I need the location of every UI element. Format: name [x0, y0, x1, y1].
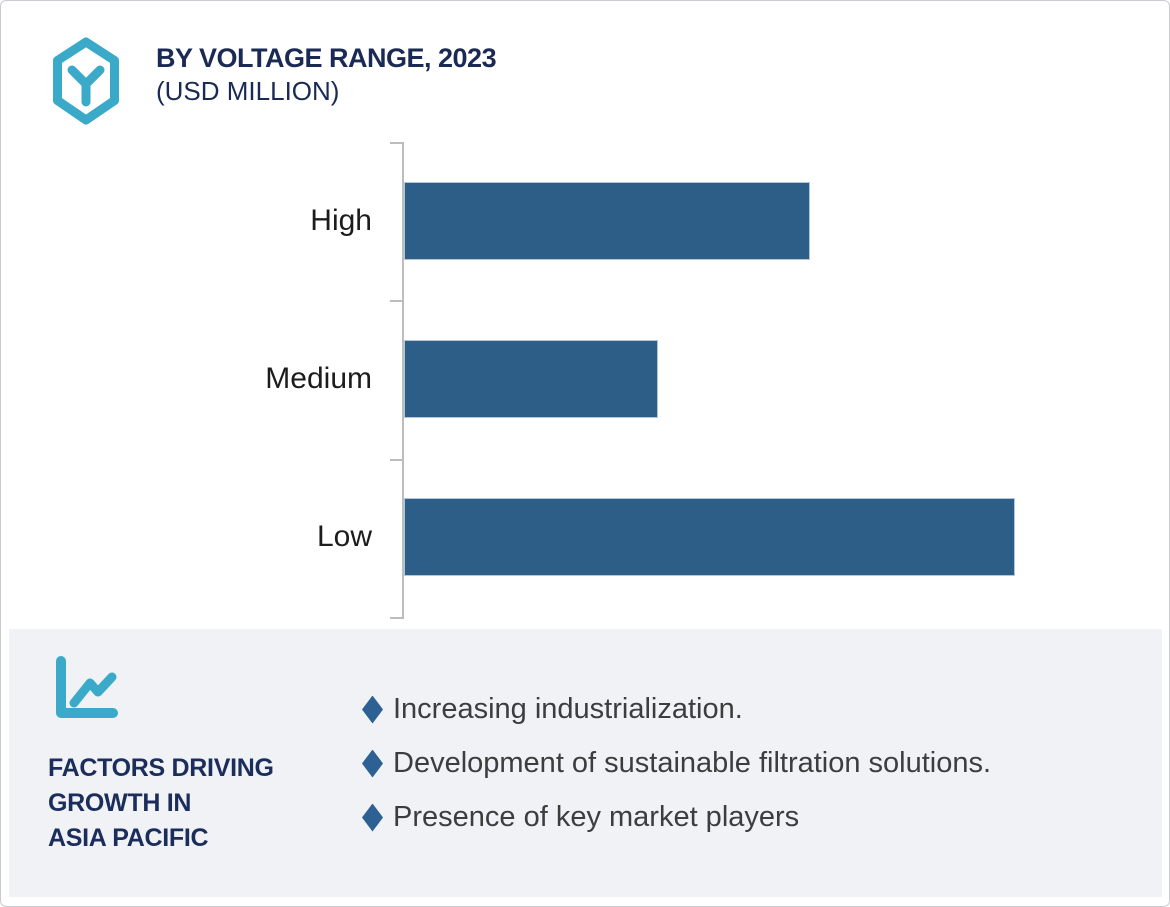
axis-tick	[390, 459, 403, 461]
line-chart-icon	[48, 652, 118, 727]
bar-row-medium: Medium	[231, 300, 1051, 458]
factor-text: Increasing industrialization.	[393, 693, 743, 725]
bar-chart: High Medium Low	[231, 142, 1051, 616]
factors-heading-line: FACTORS DRIVING	[48, 754, 274, 782]
bar-row-high: High	[231, 142, 1051, 300]
factor-text: Presence of key market players	[393, 801, 800, 833]
category-axis-line	[402, 142, 404, 619]
list-item: Increasing industrialization.	[362, 693, 991, 726]
category-label-high: High	[310, 204, 372, 237]
bar-high	[404, 182, 811, 260]
bar-row-low: Low	[231, 458, 1051, 616]
bar-low	[404, 498, 1015, 576]
axis-tick	[390, 142, 403, 144]
bar-medium	[404, 340, 658, 418]
category-label-low: Low	[316, 520, 372, 553]
list-item: Presence of key market players	[362, 801, 991, 834]
category-label-medium: Medium	[265, 362, 372, 395]
diamond-bullet-icon	[362, 695, 383, 724]
factors-heading-line: GROWTH IN	[48, 789, 192, 817]
diamond-bullet-icon	[362, 749, 383, 778]
chart-title-block: BY VOLTAGE RANGE, 2023 (USD MILLION)	[156, 41, 497, 107]
chart-subtitle: (USD MILLION)	[156, 76, 340, 106]
factors-list: Increasing industrialization. Developmen…	[362, 693, 991, 834]
factor-text: Development of sustainable filtration so…	[393, 747, 992, 779]
factors-heading-line: ASIA PACIFIC	[48, 824, 209, 852]
axis-tick	[390, 617, 403, 619]
factors-heading: FACTORS DRIVING GROWTH IN ASIA PACIFIC	[48, 751, 274, 856]
list-item: Development of sustainable filtration so…	[362, 747, 991, 780]
axis-tick	[390, 300, 403, 302]
factors-panel: FACTORS DRIVING GROWTH IN ASIA PACIFIC I…	[9, 629, 1162, 897]
chart-title: BY VOLTAGE RANGE, 2023	[156, 43, 497, 73]
hexagon-y-icon	[47, 37, 125, 130]
diamond-bullet-icon	[362, 803, 383, 832]
